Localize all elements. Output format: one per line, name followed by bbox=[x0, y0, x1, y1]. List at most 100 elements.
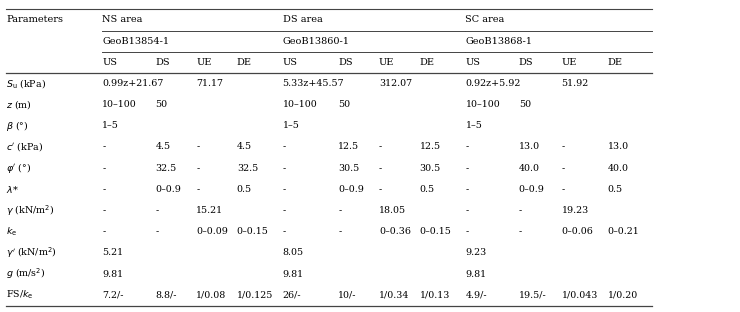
Text: DE: DE bbox=[420, 58, 434, 67]
Text: 12.5: 12.5 bbox=[338, 143, 360, 151]
Text: DE: DE bbox=[237, 58, 252, 67]
Text: 40.0: 40.0 bbox=[519, 164, 539, 173]
Text: DS: DS bbox=[338, 58, 353, 67]
Text: -: - bbox=[465, 185, 468, 194]
Text: $z$ (m): $z$ (m) bbox=[6, 98, 32, 111]
Text: 0.5: 0.5 bbox=[420, 185, 434, 194]
Text: 9.81: 9.81 bbox=[283, 270, 304, 279]
Text: -: - bbox=[562, 164, 565, 173]
Text: 12.5: 12.5 bbox=[420, 143, 441, 151]
Text: -: - bbox=[465, 164, 468, 173]
Text: -: - bbox=[465, 143, 468, 151]
Text: 9.81: 9.81 bbox=[102, 270, 124, 279]
Text: 4.5: 4.5 bbox=[155, 143, 170, 151]
Text: $c'$ (kPa): $c'$ (kPa) bbox=[6, 140, 43, 154]
Text: -: - bbox=[283, 143, 286, 151]
Text: 8.8/-: 8.8/- bbox=[155, 291, 177, 300]
Text: -: - bbox=[196, 143, 199, 151]
Text: SC area: SC area bbox=[465, 16, 505, 24]
Text: UE: UE bbox=[379, 58, 394, 67]
Text: -: - bbox=[102, 143, 105, 151]
Text: 10–100: 10–100 bbox=[283, 100, 317, 109]
Text: 4.5: 4.5 bbox=[237, 143, 252, 151]
Text: US: US bbox=[102, 58, 117, 67]
Text: 71.17: 71.17 bbox=[196, 79, 223, 88]
Text: 4.9/-: 4.9/- bbox=[465, 291, 487, 300]
Text: Parameters: Parameters bbox=[6, 16, 63, 24]
Text: 32.5: 32.5 bbox=[237, 164, 258, 173]
Text: 10–100: 10–100 bbox=[465, 100, 500, 109]
Text: 32.5: 32.5 bbox=[155, 164, 177, 173]
Text: 0–0.9: 0–0.9 bbox=[155, 185, 181, 194]
Text: 1/0.34: 1/0.34 bbox=[379, 291, 409, 300]
Text: 7.2/-: 7.2/- bbox=[102, 291, 124, 300]
Text: 1/0.20: 1/0.20 bbox=[608, 291, 638, 300]
Text: $\gamma'$ (kN/m$^2$): $\gamma'$ (kN/m$^2$) bbox=[6, 246, 56, 260]
Text: -: - bbox=[379, 185, 382, 194]
Text: -: - bbox=[102, 164, 105, 173]
Text: 40.0: 40.0 bbox=[608, 164, 628, 173]
Text: -: - bbox=[283, 227, 286, 236]
Text: 0–0.21: 0–0.21 bbox=[608, 227, 639, 236]
Text: -: - bbox=[283, 206, 286, 215]
Text: -: - bbox=[338, 206, 341, 215]
Text: 9.81: 9.81 bbox=[465, 270, 487, 279]
Text: 50: 50 bbox=[155, 100, 167, 109]
Text: -: - bbox=[102, 206, 105, 215]
Text: 0–0.09: 0–0.09 bbox=[196, 227, 228, 236]
Text: GeoB13860-1: GeoB13860-1 bbox=[283, 37, 350, 46]
Text: 13.0: 13.0 bbox=[519, 143, 540, 151]
Text: -: - bbox=[155, 227, 158, 236]
Text: 0–0.15: 0–0.15 bbox=[420, 227, 451, 236]
Text: 1/0.13: 1/0.13 bbox=[420, 291, 450, 300]
Text: $S_{\rm u}$ (kPa): $S_{\rm u}$ (kPa) bbox=[6, 77, 46, 90]
Text: 51.92: 51.92 bbox=[562, 79, 589, 88]
Text: 13.0: 13.0 bbox=[608, 143, 629, 151]
Text: $\varphi'$ (°): $\varphi'$ (°) bbox=[6, 161, 31, 175]
Text: 10/-: 10/- bbox=[338, 291, 357, 300]
Text: 0–0.9: 0–0.9 bbox=[519, 185, 545, 194]
Text: -: - bbox=[519, 206, 522, 215]
Text: DS: DS bbox=[155, 58, 170, 67]
Text: DE: DE bbox=[608, 58, 622, 67]
Text: -: - bbox=[379, 164, 382, 173]
Text: -: - bbox=[562, 143, 565, 151]
Text: US: US bbox=[465, 58, 480, 67]
Text: 10–100: 10–100 bbox=[102, 100, 137, 109]
Text: 18.05: 18.05 bbox=[379, 206, 406, 215]
Text: 0–0.9: 0–0.9 bbox=[338, 185, 364, 194]
Text: 26/-: 26/- bbox=[283, 291, 301, 300]
Text: 5.21: 5.21 bbox=[102, 248, 124, 257]
Text: 0–0.15: 0–0.15 bbox=[237, 227, 269, 236]
Text: 0.92z+5.92: 0.92z+5.92 bbox=[465, 79, 521, 88]
Text: 8.05: 8.05 bbox=[283, 248, 304, 257]
Text: UE: UE bbox=[562, 58, 577, 67]
Text: GeoB13854-1: GeoB13854-1 bbox=[102, 37, 169, 46]
Text: 1/0.08: 1/0.08 bbox=[196, 291, 226, 300]
Text: 0.5: 0.5 bbox=[237, 185, 252, 194]
Text: $g$ (m/s$^2$): $g$ (m/s$^2$) bbox=[6, 267, 45, 281]
Text: -: - bbox=[283, 185, 286, 194]
Text: 0–0.06: 0–0.06 bbox=[562, 227, 593, 236]
Text: 1–5: 1–5 bbox=[465, 121, 482, 130]
Text: 50: 50 bbox=[338, 100, 350, 109]
Text: UE: UE bbox=[196, 58, 212, 67]
Text: 30.5: 30.5 bbox=[338, 164, 360, 173]
Text: 0.5: 0.5 bbox=[608, 185, 622, 194]
Text: 50: 50 bbox=[519, 100, 531, 109]
Text: 30.5: 30.5 bbox=[420, 164, 441, 173]
Text: -: - bbox=[379, 143, 382, 151]
Text: 0.99z+21.67: 0.99z+21.67 bbox=[102, 79, 164, 88]
Text: $\beta$ (°): $\beta$ (°) bbox=[6, 119, 28, 133]
Text: -: - bbox=[155, 206, 158, 215]
Text: -: - bbox=[519, 227, 522, 236]
Text: 9.23: 9.23 bbox=[465, 248, 487, 257]
Text: 0–0.36: 0–0.36 bbox=[379, 227, 411, 236]
Text: -: - bbox=[465, 227, 468, 236]
Text: 312.07: 312.07 bbox=[379, 79, 412, 88]
Text: DS: DS bbox=[519, 58, 534, 67]
Text: -: - bbox=[102, 227, 105, 236]
Text: -: - bbox=[196, 164, 199, 173]
Text: 1–5: 1–5 bbox=[283, 121, 300, 130]
Text: 5.33z+45.57: 5.33z+45.57 bbox=[283, 79, 344, 88]
